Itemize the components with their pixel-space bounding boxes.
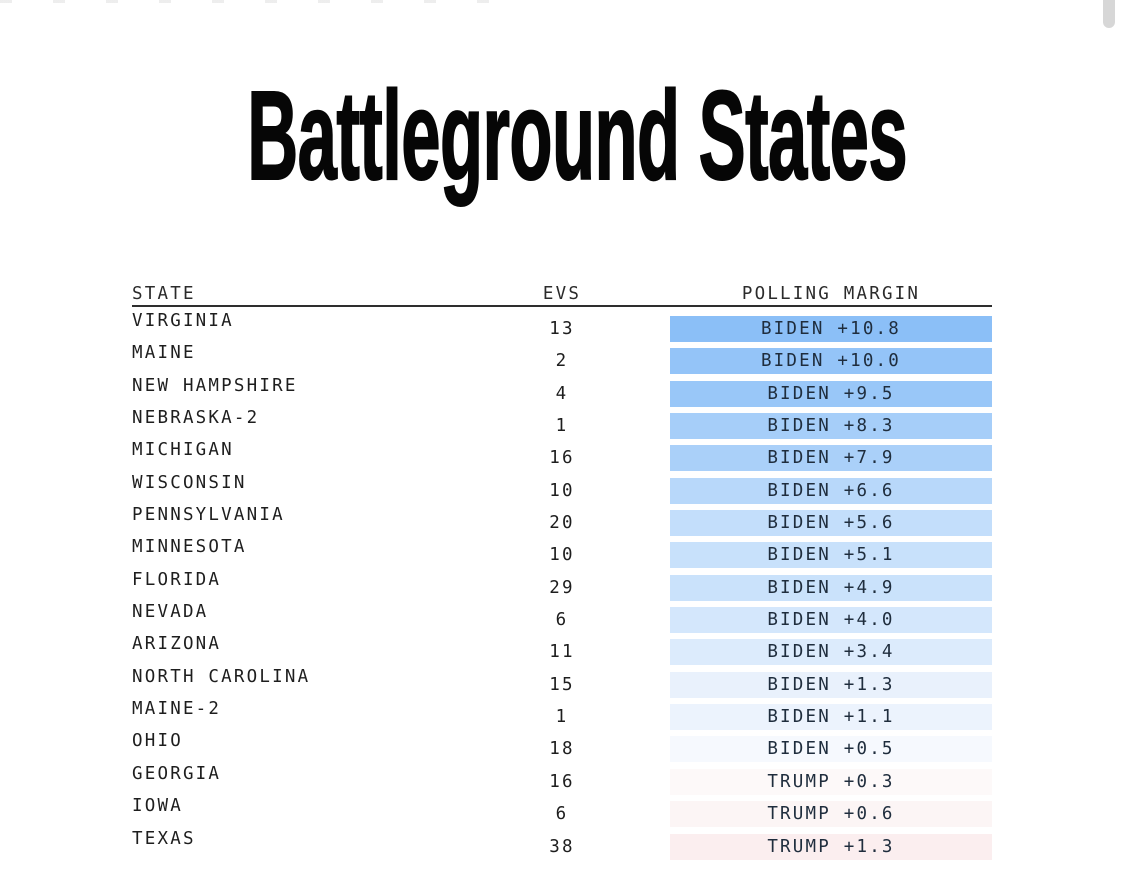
browser-chrome-edge-fragments [0,0,512,3]
column-gap [607,439,670,471]
table-row: NEW HAMPSHIRE 4 BIDEN +9.5 [132,375,992,407]
margin-bar: BIDEN +1.3 [670,671,992,698]
state-cell: MAINE [132,343,196,364]
table-row: NORTH CAROLINA 15 BIDEN +1.3 [132,666,992,698]
table-row: PENNSYLVANIA 20 BIDEN +5.6 [132,504,992,537]
state-cell: IOWA [132,796,183,817]
column-gap [607,472,670,504]
margin-bar: BIDEN +6.6 [670,477,992,504]
state-cell: VIRGINIA [132,311,234,331]
margin-bar: BIDEN +4.9 [670,574,992,601]
column-header-polling-margin: POLLING MARGIN [741,284,921,304]
state-cell: WISCONSIN [132,472,247,493]
margin-bar: TRUMP +0.6 [670,801,992,828]
column-gap [607,342,670,374]
column-gap [607,633,670,665]
column-gap [607,407,670,439]
table-row: VIRGINIA 13 BIDEN +10.8 [132,310,992,342]
margin-bar: BIDEN +1.1 [670,704,992,731]
column-header-evs: EVS [542,284,582,304]
evs-cell: 6 [555,804,569,825]
state-cell: GEORGIA [132,763,222,784]
state-cell: OHIO [132,731,183,752]
evs-cell: 2 [555,351,569,372]
table-row: NEBRASKA-2 1 BIDEN +8.3 [132,407,992,440]
column-header-state: STATE [132,284,196,304]
page-title: Battleground States [247,65,908,206]
table-row: GEORGIA 16 TRUMP +0.3 [132,763,992,795]
table-row: MAINE-2 1 BIDEN +1.1 [132,698,992,731]
margin-bar: TRUMP +0.3 [670,768,992,795]
margin-bar: BIDEN +4.0 [670,607,992,634]
evs-cell: 18 [549,739,575,760]
margin-bar: BIDEN +8.3 [670,413,992,440]
margin-bar: BIDEN +3.4 [670,639,992,666]
table-row: IOWA 6 TRUMP +0.6 [132,795,992,828]
table-row: MICHIGAN 16 BIDEN +7.9 [132,439,992,472]
evs-cell: 1 [555,707,569,728]
column-gap [607,730,670,762]
evs-cell: 29 [549,577,575,598]
column-gap [607,536,670,568]
vertical-scrollbar-thumb[interactable] [1103,0,1115,28]
state-cell: MAINE-2 [132,699,222,720]
evs-cell: 10 [549,480,575,501]
table-row: OHIO 18 BIDEN +0.5 [132,730,992,763]
margin-bar: TRUMP +1.3 [670,833,992,860]
evs-cell: 16 [549,771,575,792]
table-row: ARIZONA 11 BIDEN +3.4 [132,633,992,666]
state-cell: TEXAS [132,828,196,849]
evs-cell: 1 [555,416,569,437]
column-gap [607,698,670,730]
margin-bar: BIDEN +9.5 [670,380,992,407]
state-cell: NORTH CAROLINA [132,666,311,687]
evs-cell: 6 [555,610,569,631]
state-cell: NEVADA [132,602,209,623]
table-body: VIRGINIA 13 BIDEN +10.8 MAINE 2 BIDEN +1… [132,307,992,860]
evs-cell: 4 [555,383,569,404]
state-cell: PENNSYLVANIA [132,505,285,526]
table-row: MAINE 2 BIDEN +10.0 [132,342,992,375]
state-cell: NEW HAMPSHIRE [132,375,298,396]
state-cell: NEBRASKA-2 [132,408,260,429]
column-gap [607,763,670,795]
margin-bar: BIDEN +7.9 [670,445,992,472]
table-row: NEVADA 6 BIDEN +4.0 [132,601,992,634]
column-gap [607,795,670,827]
column-gap [607,375,670,407]
evs-cell: 16 [549,448,575,469]
column-gap [607,504,670,536]
state-cell: ARIZONA [132,634,222,655]
evs-cell: 11 [549,642,575,663]
state-cell: FLORIDA [132,569,222,590]
battleground-states-table: STATE EVS POLLING MARGIN VIRGINIA 13 BID… [132,284,992,860]
table-row: TEXAS 38 TRUMP +1.3 [132,828,992,860]
evs-cell: 38 [549,836,575,857]
column-gap [607,569,670,601]
margin-bar: BIDEN +10.8 [670,316,992,342]
table-header-row: STATE EVS POLLING MARGIN [132,284,992,307]
column-gap [607,666,670,698]
table-row: WISCONSIN 10 BIDEN +6.6 [132,472,992,504]
column-gap [607,601,670,633]
table-row: MINNESOTA 10 BIDEN +5.1 [132,536,992,569]
state-cell: MICHIGAN [132,440,234,461]
column-gap [607,310,670,342]
evs-cell: 10 [549,545,575,566]
evs-cell: 13 [549,319,575,339]
evs-cell: 15 [549,674,575,695]
state-cell: MINNESOTA [132,537,247,558]
table-row: FLORIDA 29 BIDEN +4.9 [132,569,992,601]
margin-bar: BIDEN +5.1 [670,542,992,569]
column-gap [607,828,670,860]
evs-cell: 20 [549,513,575,534]
margin-bar: BIDEN +5.6 [670,510,992,537]
margin-bar: BIDEN +0.5 [670,736,992,763]
margin-bar: BIDEN +10.0 [670,348,992,375]
